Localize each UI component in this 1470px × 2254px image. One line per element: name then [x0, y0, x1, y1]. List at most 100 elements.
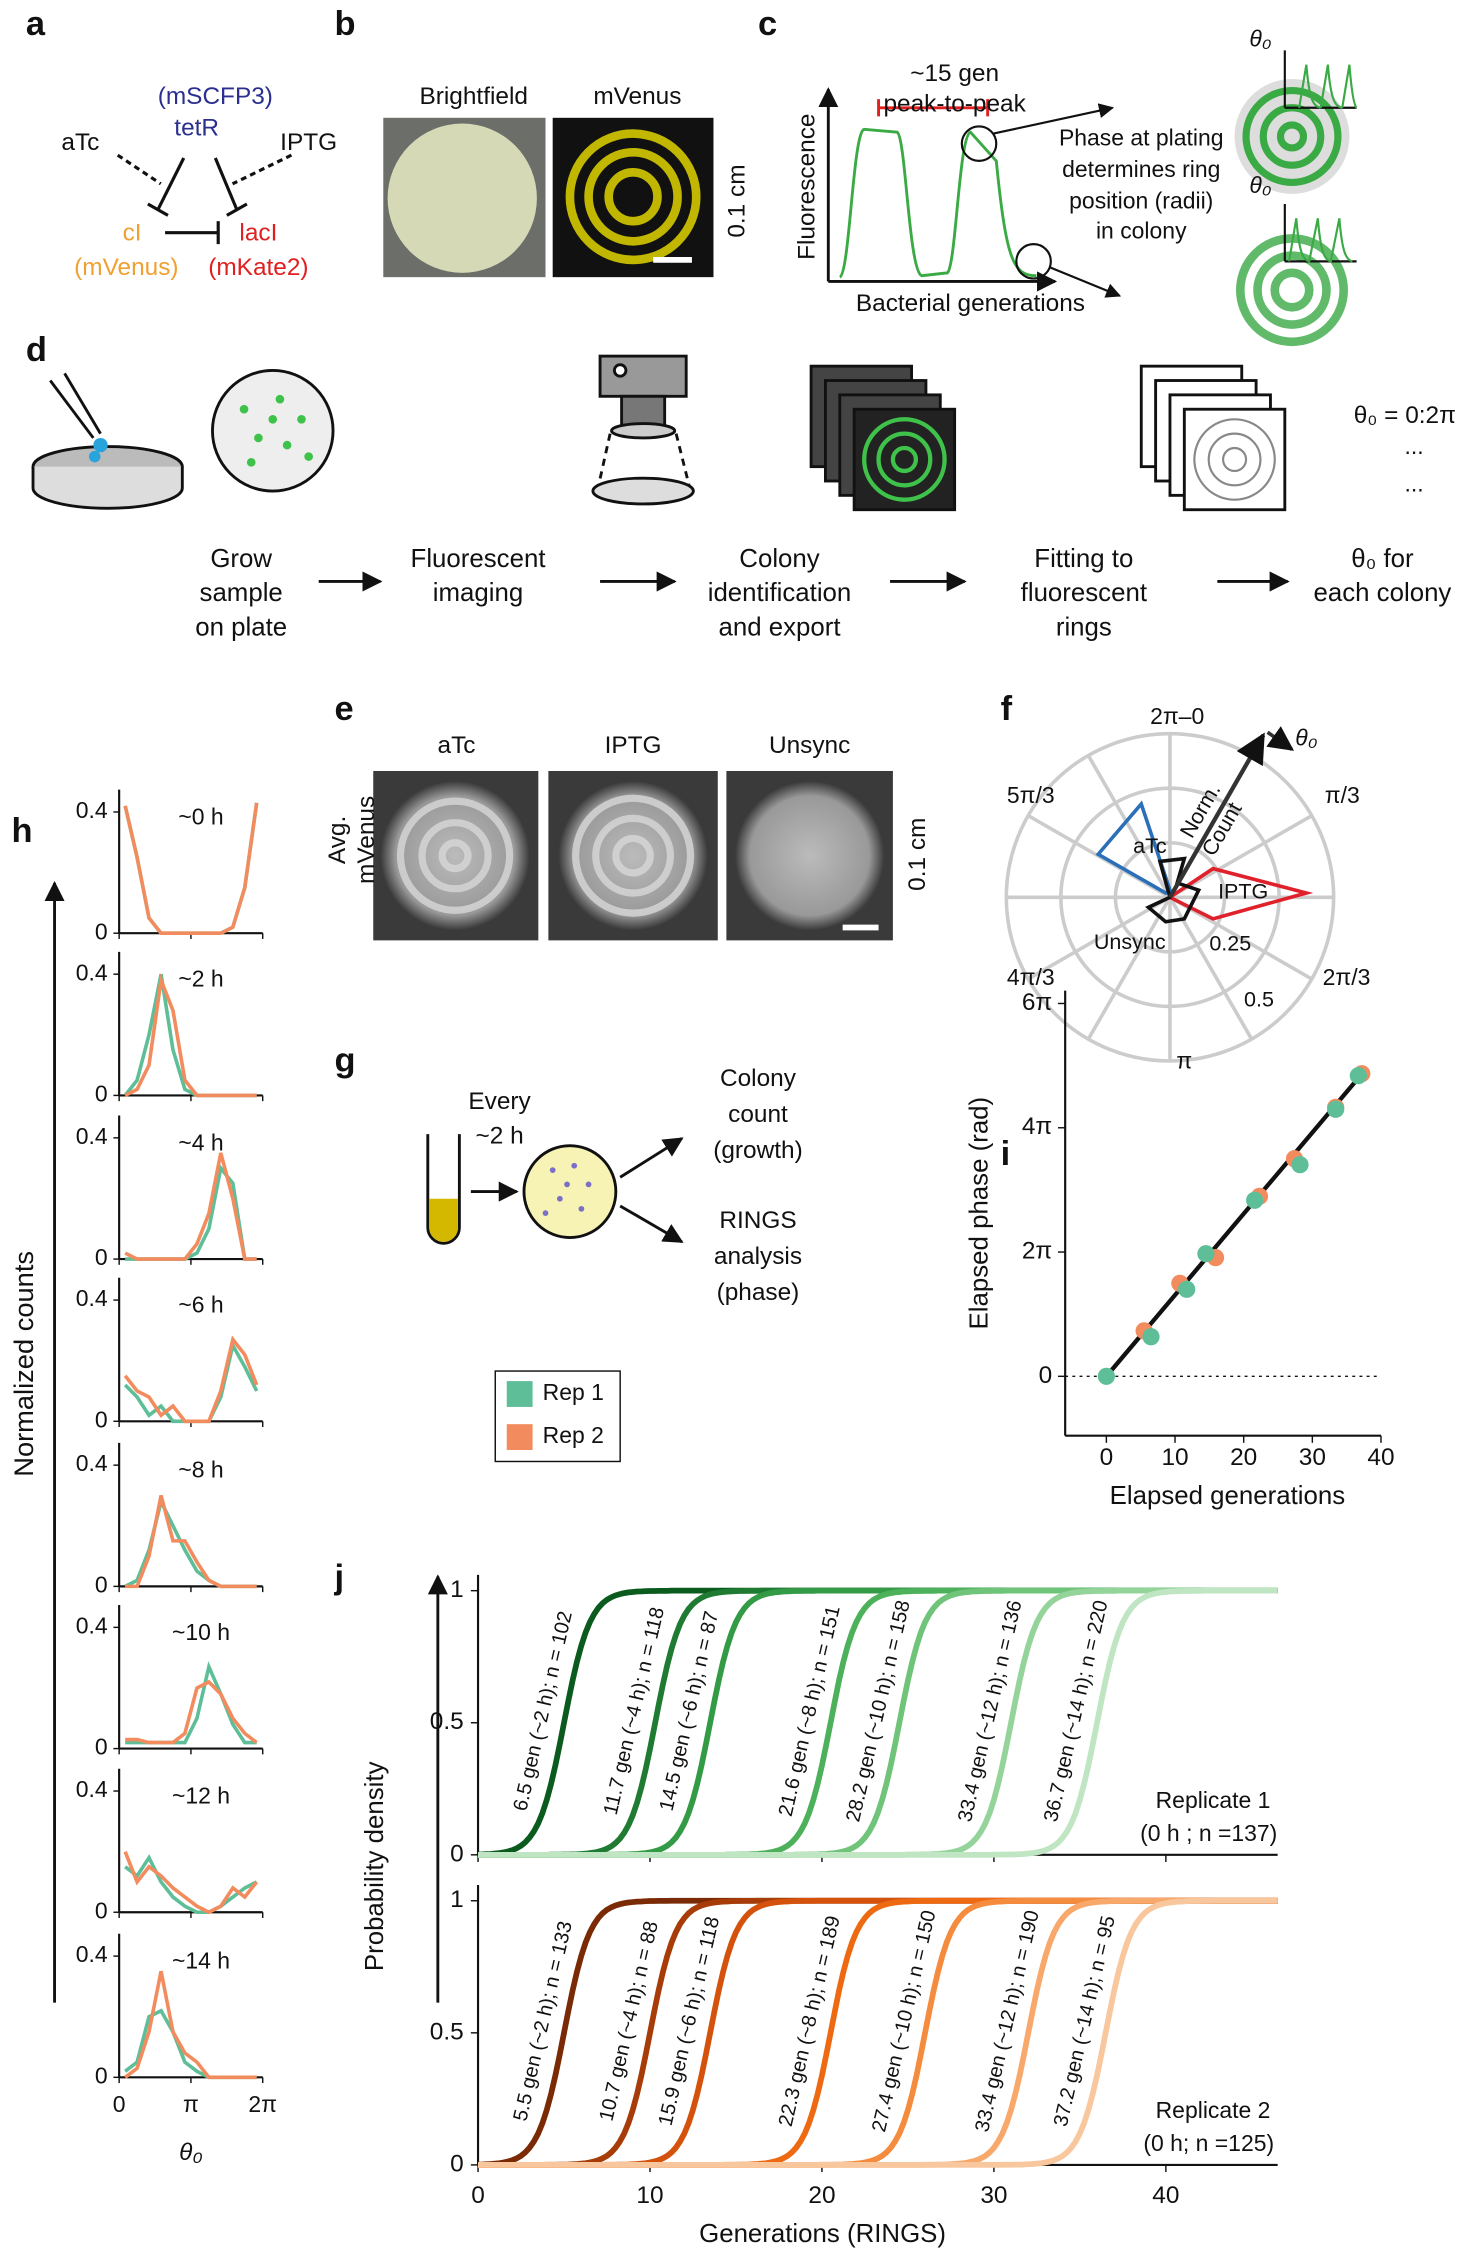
label: determines ring: [1062, 156, 1220, 182]
label: π: [1176, 1047, 1192, 1073]
y-tick-label: 0.4: [76, 959, 108, 985]
subplot-title: ~4 h: [178, 1129, 223, 1155]
label: (mKate2): [208, 254, 308, 281]
label: 0.1 cm: [723, 164, 750, 237]
label: and export: [718, 614, 840, 642]
x-tick-label: 0: [113, 2091, 126, 2117]
y-tick-label: 0.5: [430, 1708, 464, 1735]
label: RINGS: [719, 1207, 796, 1234]
y-tick-label: 0.4: [76, 1123, 108, 1149]
y-tick-label: 0.4: [76, 1450, 108, 1476]
label: in colony: [1096, 218, 1187, 244]
label: 2π/3: [1323, 964, 1371, 990]
panel-label: d: [26, 331, 47, 369]
legend-label: Rep 2: [543, 1422, 604, 1448]
workflow-icons: [31, 354, 1290, 592]
label: 2π–0: [1150, 703, 1204, 729]
label: on plate: [195, 614, 287, 642]
point: [1142, 1328, 1160, 1346]
subplot-title: Replicate 1: [1156, 1787, 1271, 1813]
label: Unsync: [769, 732, 850, 759]
label: 0.5: [1244, 987, 1274, 1011]
label: Fitting to: [1034, 545, 1133, 573]
panel-label: f: [1001, 690, 1013, 728]
rings: [565, 129, 701, 265]
subplot-title: ~14 h: [172, 1948, 230, 1974]
x-tick-label: 0: [1100, 1444, 1114, 1471]
cdf-curve: [478, 1587, 1278, 1858]
mvenus-image: [552, 117, 714, 278]
label: θ₀ = 0:2π: [1354, 402, 1456, 429]
panel-label: j: [333, 1558, 344, 1596]
label: 5π/3: [1007, 782, 1055, 808]
subplot-title: ~10 h: [172, 1619, 230, 1645]
legend-label: Rep 1: [543, 1379, 604, 1405]
label: Normalized counts: [8, 1251, 39, 1477]
label: θ₀ for: [1351, 545, 1414, 573]
y-tick-label: 0: [450, 1840, 464, 1867]
x-tick-label: 20: [808, 2182, 835, 2209]
label: analysis: [714, 1243, 802, 1270]
label: Phase at plating: [1059, 124, 1224, 150]
panel-label: c: [758, 5, 777, 43]
subplot-title: ~12 h: [172, 1782, 230, 1808]
x-tick-label: 2π: [248, 2091, 277, 2117]
y-tick-label: 0: [95, 1571, 108, 1597]
label: θ₀: [1295, 724, 1317, 750]
subplot-title: ~8 h: [178, 1457, 223, 1483]
label: (mSCFP3): [158, 83, 273, 110]
histogram-line: [124, 973, 257, 1098]
y-tick-label: 0: [1039, 1362, 1053, 1389]
histogram-line: [125, 1679, 258, 1745]
y-tick-label: 6π: [1022, 989, 1052, 1016]
x-tick-label: π: [183, 2091, 199, 2117]
x-tick-label: 40: [1367, 1444, 1394, 1471]
label: aTc: [61, 129, 99, 156]
label: aTc: [1133, 834, 1167, 858]
label: (growth): [713, 1137, 802, 1164]
y-tick-label: 0: [450, 2150, 464, 2177]
subplot-title: ~2 h: [178, 966, 223, 992]
panel-label: g: [334, 1041, 355, 1079]
label: count: [728, 1101, 788, 1128]
colony: [387, 123, 537, 273]
label: Every: [468, 1088, 531, 1115]
y-tick-label: 4π: [1022, 1113, 1052, 1140]
label: sample: [200, 579, 283, 607]
label: 0.25: [1209, 931, 1251, 955]
label: θ₀: [179, 2139, 203, 2166]
x-tick-label: 10: [636, 2182, 663, 2209]
point: [1291, 1156, 1309, 1174]
point: [1349, 1067, 1367, 1085]
subplot-title: Replicate 2: [1156, 2097, 1271, 2123]
label: Colony: [739, 545, 819, 573]
histogram-line: [123, 802, 259, 935]
subplot-note: (0 h ; n =137): [1140, 1820, 1277, 1846]
label: ~15 gen: [910, 60, 999, 87]
label: ...: [1404, 470, 1423, 496]
x-tick-label: 20: [1230, 1444, 1257, 1471]
y-tick-label: 0.4: [76, 1612, 108, 1638]
y-tick-label: 0.5: [430, 2018, 464, 2045]
panel-label: e: [334, 690, 353, 728]
label: Elapsed generations: [1110, 1482, 1346, 1510]
label: Probability density: [361, 1761, 389, 1971]
label: θ₀: [1249, 25, 1271, 51]
label: rings: [1056, 614, 1112, 642]
histogram-line: [124, 1970, 257, 2080]
label: IPTG: [605, 732, 662, 759]
y-tick-label: 0: [95, 1406, 108, 1432]
label: Generations (RINGS): [699, 2220, 946, 2248]
label: 0.1 cm: [904, 818, 931, 891]
label: π/3: [1325, 782, 1360, 808]
label: θ₀: [1249, 172, 1271, 198]
legend-swatch: [506, 1381, 533, 1407]
label: Fluorescence: [794, 114, 821, 260]
label: (phase): [717, 1279, 800, 1306]
y-tick-label: 0.4: [76, 1285, 108, 1311]
label: Unsync: [1094, 930, 1166, 954]
label: mVenus: [353, 796, 380, 884]
label: imaging: [433, 579, 523, 607]
y-tick-label: 0: [95, 2062, 108, 2088]
